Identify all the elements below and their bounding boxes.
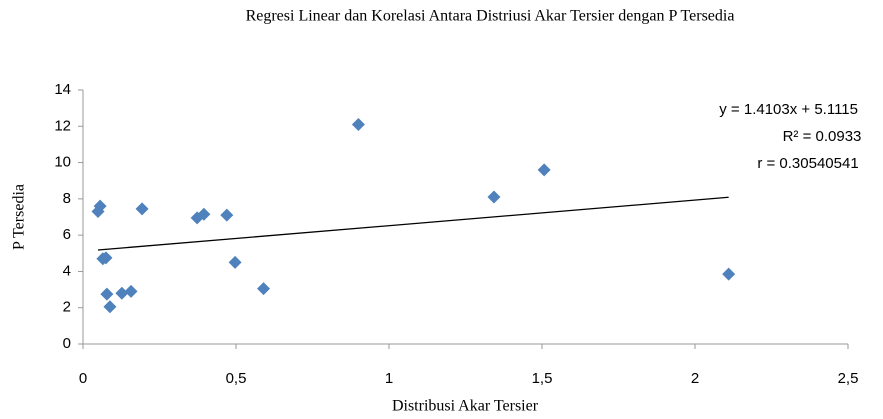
x-tick-label: 2,5 [838,370,859,387]
y-tick-label: 10 [54,154,71,171]
data-point [220,208,234,222]
data-point [124,284,138,298]
data-point [100,287,114,301]
x-tick-label: 0 [79,370,87,387]
data-point [197,207,211,221]
data-point [99,251,113,265]
y-tick-label: 6 [63,226,71,243]
annotation: y = 1.4103x + 5.1115 [719,101,858,118]
x-tick-label: 2 [691,370,699,387]
annotation: R² = 0.0933 [783,128,862,145]
y-tick-label: 0 [63,335,71,352]
x-axis-label: Distribusi Akar Tersier [392,398,539,415]
y-tick-label: 8 [63,190,71,207]
data-point [257,282,271,296]
y-axis-label: P Tersedia [11,184,28,250]
data-point [228,255,242,269]
data-point [487,190,501,204]
data-point [722,267,736,281]
y-tick-label: 4 [63,262,71,279]
data-point [115,286,129,300]
data-point [93,199,107,213]
data-point [351,117,365,131]
data-point [537,163,551,177]
data-point [103,300,117,314]
annotation: r = 0.30540541 [757,155,858,172]
y-tick-label: 12 [54,117,71,134]
x-tick-label: 1,5 [532,370,553,387]
data-point [135,202,149,216]
chart-title: Regresi Linear dan Korelasi Antara Distr… [246,8,735,25]
x-tick-label: 0,5 [226,370,247,387]
trendline [97,196,729,251]
x-tick-label: 1 [385,370,393,387]
y-tick-label: 2 [63,299,71,316]
y-tick-label: 14 [54,81,71,98]
